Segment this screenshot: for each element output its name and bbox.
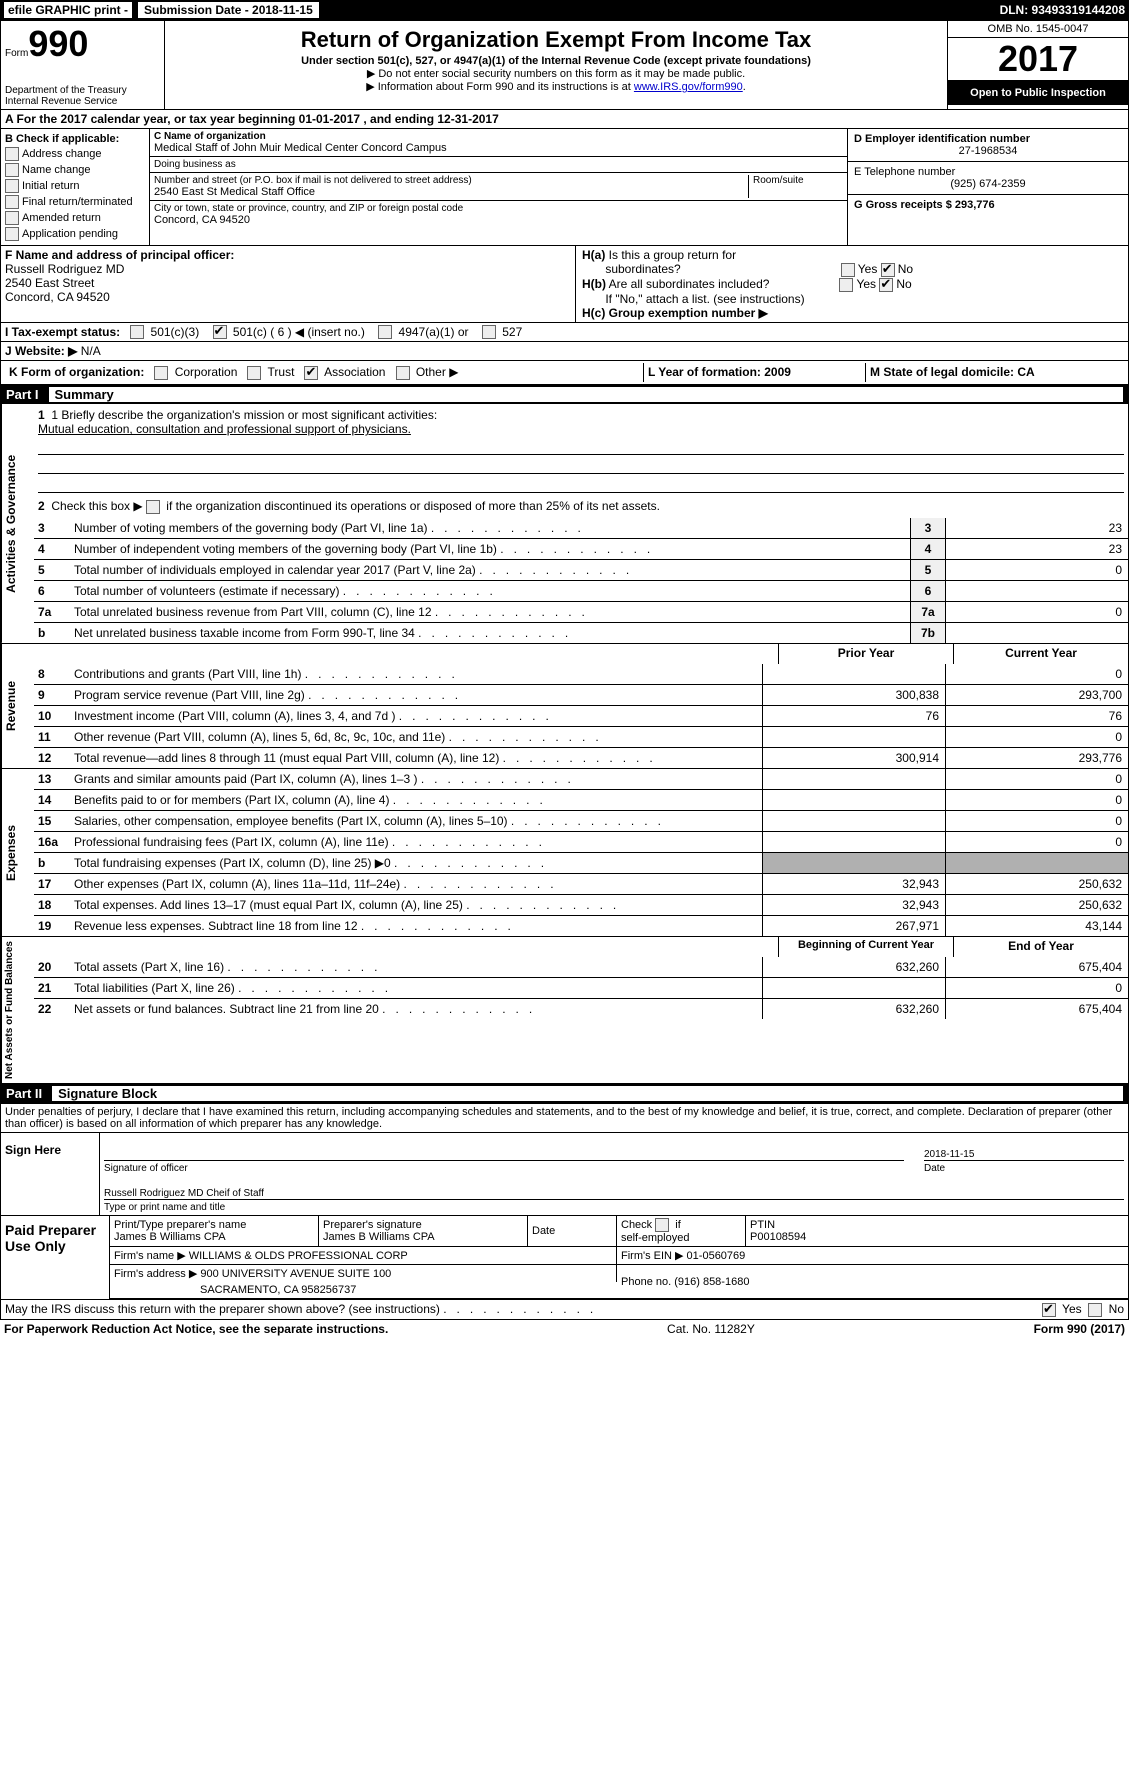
section-b: B Check if applicable: Address change Na… xyxy=(1,129,150,245)
tax-year: 2017 xyxy=(948,38,1128,81)
preparer-table: Print/Type preparer's nameJames B Willia… xyxy=(110,1216,1128,1299)
signature-block: Under penalties of perjury, I declare th… xyxy=(0,1103,1129,1320)
omb-number: OMB No. 1545-0047 xyxy=(948,21,1128,38)
section-k-l-m: K Form of organization: Corporation Trus… xyxy=(0,361,1129,385)
public-inspection: Open to Public Inspection xyxy=(948,81,1128,105)
ssn-note: ▶ Do not enter social security numbers o… xyxy=(169,67,943,80)
trust-checkbox[interactable] xyxy=(247,366,261,380)
year-formation: L Year of formation: 2009 xyxy=(643,363,866,382)
state-domicile: M State of legal domicile: CA xyxy=(866,363,1124,382)
irs-label: Internal Revenue Service xyxy=(5,96,160,107)
revenue-section: Revenue Prior Year Current Year 8Contrib… xyxy=(0,644,1129,769)
perjury-statement: Under penalties of perjury, I declare th… xyxy=(1,1104,1128,1132)
501c3-checkbox[interactable] xyxy=(130,325,144,339)
sig-date: 2018-11-15 xyxy=(924,1137,1124,1161)
hc-label: H(c) Group exemption number ▶ xyxy=(582,306,1122,320)
final-return-checkbox[interactable] xyxy=(5,195,19,209)
corp-checkbox[interactable] xyxy=(154,366,168,380)
officer-name: Russell Rodriguez MD xyxy=(5,262,571,276)
room-suite-label: Room/suite xyxy=(748,175,843,198)
org-name: Medical Staff of John Muir Medical Cente… xyxy=(154,142,843,154)
527-checkbox[interactable] xyxy=(482,325,496,339)
name-change-checkbox[interactable] xyxy=(5,163,19,177)
sections-f-h: F Name and address of principal officer:… xyxy=(0,246,1129,323)
ein-value: 27-1968534 xyxy=(854,145,1122,157)
section-a-year: A For the 2017 calendar year, or tax yea… xyxy=(0,110,1129,129)
501c-checkbox[interactable] xyxy=(213,325,227,339)
application-pending-checkbox[interactable] xyxy=(5,227,19,241)
submission-date: Submission Date - 2018-11-15 xyxy=(138,2,319,18)
4947-checkbox[interactable] xyxy=(378,325,392,339)
form-subtitle: Under section 501(c), 527, or 4947(a)(1)… xyxy=(169,55,943,67)
discuss-no-checkbox[interactable] xyxy=(1088,1303,1102,1317)
assoc-checkbox[interactable] xyxy=(304,366,318,380)
form-header: Form990 Department of the Treasury Inter… xyxy=(0,20,1129,110)
phone-value: (925) 674-2359 xyxy=(854,178,1122,190)
governance-section: Activities & Governance 1 1 Briefly desc… xyxy=(0,404,1129,644)
hb-yes-checkbox[interactable] xyxy=(839,278,853,292)
section-i-tax-status: I Tax-exempt status: 501(c)(3) 501(c) ( … xyxy=(0,323,1129,343)
dept-treasury: Department of the Treasury xyxy=(5,85,160,96)
sections-d-e-g: D Employer identification number 27-1968… xyxy=(847,129,1128,245)
mission-text: Mutual education, consultation and profe… xyxy=(38,422,1124,436)
section-j-website: J Website: ▶ N/A xyxy=(0,342,1129,361)
part-i-header: Part I Summary xyxy=(0,385,1129,404)
top-bar: efile GRAPHIC print - Submission Date - … xyxy=(0,0,1129,20)
gross-receipts: G Gross receipts $ 293,776 xyxy=(854,199,1122,211)
form-title: Return of Organization Exempt From Incom… xyxy=(169,27,943,53)
info-note: ▶ Information about Form 990 and its ins… xyxy=(169,80,943,93)
street-address: 2540 East St Medical Staff Office xyxy=(154,186,748,198)
netassets-section: Net Assets or Fund Balances Beginning of… xyxy=(0,937,1129,1084)
initial-return-checkbox[interactable] xyxy=(5,179,19,193)
page-footer: For Paperwork Reduction Act Notice, see … xyxy=(0,1320,1129,1338)
sig-name: Russell Rodriguez MD Cheif of Staff xyxy=(104,1176,1124,1200)
discontinued-checkbox[interactable] xyxy=(146,500,160,514)
efile-label: efile GRAPHIC print - xyxy=(4,2,132,18)
irs-link[interactable]: www.IRS.gov/form990 xyxy=(634,81,743,93)
ha-yes-checkbox[interactable] xyxy=(841,263,855,277)
part-ii-header: Part II Signature Block xyxy=(0,1084,1129,1103)
expenses-section: Expenses 13Grants and similar amounts pa… xyxy=(0,769,1129,937)
hb-no-checkbox[interactable] xyxy=(879,278,893,292)
form-number: Form990 xyxy=(5,23,160,65)
section-c: C Name of organization Medical Staff of … xyxy=(150,129,847,245)
sections-b-to-g: B Check if applicable: Address change Na… xyxy=(0,129,1129,246)
amended-return-checkbox[interactable] xyxy=(5,211,19,225)
city-state-zip: Concord, CA 94520 xyxy=(154,214,843,226)
discuss-yes-checkbox[interactable] xyxy=(1042,1303,1056,1317)
self-employed-checkbox[interactable] xyxy=(655,1218,669,1232)
dln-label: DLN: 93493319144208 xyxy=(1000,3,1125,17)
other-checkbox[interactable] xyxy=(396,366,410,380)
address-change-checkbox[interactable] xyxy=(5,147,19,161)
